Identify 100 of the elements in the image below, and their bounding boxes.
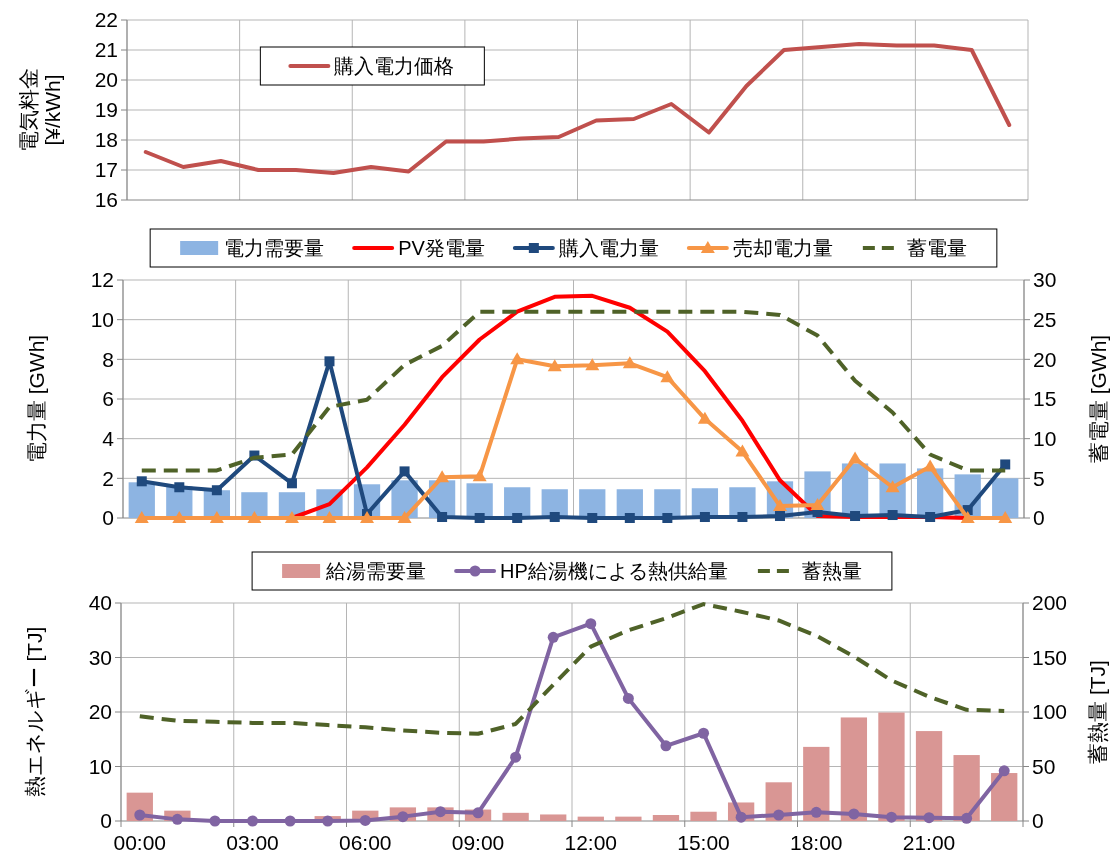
point	[359, 814, 371, 826]
y2-axis-title: 蓄熱量 [TJ]	[1086, 660, 1110, 764]
point	[774, 511, 785, 522]
point	[247, 511, 262, 523]
point	[547, 359, 562, 372]
x-tick-label: 12:00	[564, 831, 618, 852]
legend: 購入電力価格	[259, 46, 485, 86]
point	[324, 356, 335, 367]
point	[998, 765, 1010, 777]
point	[925, 512, 936, 523]
legend-label: PV発電量	[398, 237, 485, 259]
point	[172, 511, 187, 523]
y-axis-title: 電力量 [GWh]	[25, 334, 49, 464]
y2-tick-label: 150	[1032, 645, 1068, 669]
bar	[690, 811, 717, 821]
y-tick-label: 10	[90, 308, 114, 332]
y-tick-label: 22	[94, 8, 118, 32]
point	[698, 727, 710, 739]
point	[134, 809, 146, 821]
bar	[840, 717, 868, 821]
point	[585, 618, 597, 630]
x-tick-label: 15:00	[677, 831, 730, 852]
point	[322, 815, 334, 827]
point	[737, 512, 748, 523]
point	[512, 513, 523, 523]
legend-label: 売却電力量	[732, 237, 833, 259]
point	[136, 476, 147, 487]
point	[810, 806, 822, 818]
y-tick-label: 10	[88, 754, 112, 778]
y-tick-label: 8	[102, 347, 114, 371]
bar	[652, 815, 680, 821]
point	[322, 511, 337, 523]
y-tick-label: 18	[94, 128, 118, 152]
y-tick-label: 20	[94, 68, 118, 92]
legend-label: 購入電力価格	[334, 55, 455, 77]
point	[286, 478, 297, 489]
y-tick-label: 40	[88, 591, 112, 615]
bar	[615, 816, 642, 821]
y-tick-label: 19	[94, 98, 118, 122]
point	[247, 815, 259, 827]
point	[549, 512, 560, 523]
point	[660, 740, 672, 752]
point	[211, 485, 222, 496]
point	[773, 809, 785, 821]
bar	[540, 814, 567, 821]
y-tick-label: 4	[102, 427, 115, 451]
point	[624, 513, 635, 523]
y-axis-title: 電気料金 [¥/kWh]	[17, 68, 65, 152]
point	[397, 511, 412, 523]
y2-axis-title: 蓄電量 [GWh]	[1087, 334, 1111, 464]
y-tick-label: 30	[88, 645, 112, 669]
y2-tick-label: 0	[1032, 809, 1044, 833]
y-tick-label: 0	[102, 506, 114, 530]
x-tick-label: 18:00	[790, 831, 843, 852]
point	[1000, 459, 1011, 470]
y-axis-title: 熱エネルギー [TJ]	[23, 626, 47, 798]
point	[923, 459, 938, 472]
point	[474, 513, 485, 523]
point	[699, 512, 710, 523]
legend-label: HP給湯機による熱供給量	[500, 560, 728, 582]
point	[622, 356, 637, 369]
bar	[992, 478, 1019, 518]
point	[960, 511, 975, 523]
y2-tick-label: 25	[1033, 308, 1057, 332]
point	[923, 812, 935, 824]
point	[547, 631, 559, 643]
bar	[953, 755, 980, 821]
bar	[915, 731, 943, 821]
point	[435, 470, 450, 483]
legend-label: 蓄電量	[906, 237, 967, 259]
point	[848, 808, 860, 820]
y2-tick-label: 30	[1033, 268, 1057, 292]
point	[660, 370, 675, 383]
point	[174, 482, 185, 493]
point	[437, 512, 448, 523]
bar	[577, 816, 604, 821]
point	[585, 358, 600, 371]
point	[399, 466, 410, 477]
x-tick-label: 21:00	[902, 831, 956, 852]
point	[510, 352, 525, 365]
y2-tick-label: 20	[1033, 347, 1057, 371]
x-tick-label: 09:00	[451, 831, 505, 852]
point	[848, 451, 863, 464]
legend-label: 蓄熱量	[801, 560, 862, 582]
point	[209, 815, 221, 827]
bar	[803, 746, 830, 821]
point	[885, 811, 897, 823]
bar	[878, 712, 905, 821]
y-tick-label: 20	[88, 700, 112, 724]
point	[850, 511, 861, 522]
y-tick-label: 0	[100, 809, 112, 833]
point	[472, 469, 487, 482]
point	[662, 513, 673, 523]
legend-label: 購入電力量	[558, 237, 659, 259]
point	[587, 513, 598, 523]
y-tick-label: 17	[94, 158, 118, 182]
point	[134, 511, 149, 523]
point	[209, 511, 224, 523]
y2-tick-label: 15	[1033, 387, 1057, 411]
y-tick-label: 16	[94, 188, 118, 212]
